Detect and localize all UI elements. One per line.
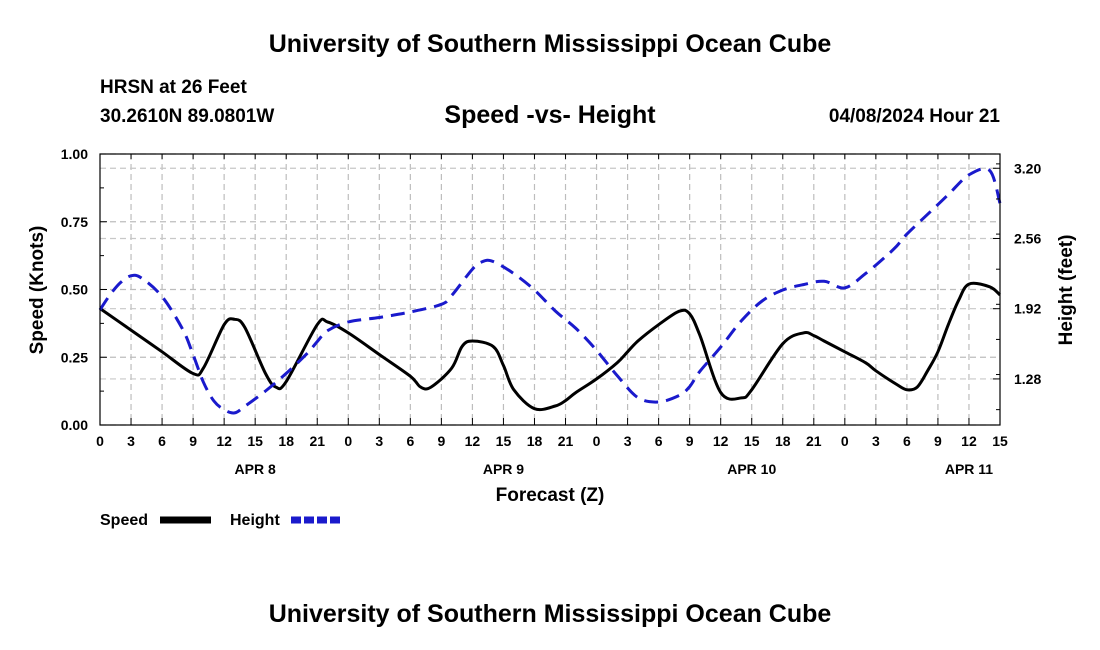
day-label: APR 8 [235,461,276,477]
grid [100,153,1000,426]
y-tick-label: 1.00 [61,146,88,162]
datetime-label: 04/08/2024 Hour 21 [828,106,1000,127]
y-tick-label: 0.00 [61,417,88,433]
x-tick-label: 3 [872,433,880,449]
y-tick-label: 0.75 [61,214,88,230]
x-tick-label: 0 [344,433,352,449]
x-tick-label: 9 [189,433,197,449]
x-tick-label: 18 [775,433,791,449]
y2-tick-label: 1.92 [1014,301,1041,317]
legend: Speed Height [100,512,342,529]
x-tick-label: 3 [127,433,135,449]
legend-label-height: Height [230,512,280,529]
day-label: APR 10 [727,461,776,477]
x-tick-label: 21 [558,433,574,449]
x-tick-label: 9 [437,433,445,449]
x-tick-label: 15 [496,433,512,449]
x-tick-label: 15 [992,433,1008,449]
y2-axis-label: Height (feet) [1056,235,1077,346]
x-tick-label: 0 [96,433,104,449]
y2-tick-label: 3.20 [1014,160,1041,176]
height-series-line [98,167,1002,415]
x-tick-label: 15 [247,433,263,449]
station-label: HRSN at 26 Feet [100,77,247,98]
y2-tick-label: 2.56 [1014,230,1041,246]
y-axis-label: Speed (Knots) [27,226,48,355]
x-tick-label: 12 [216,433,232,449]
x-tick-label: 15 [744,433,760,449]
x-tick-label: 21 [806,433,822,449]
x-tick-label: 12 [961,433,977,449]
axes: 0 3 6 9 12 15 18 21 0 3 6 9 12 15 18 21 0 3 6 9 12 15 18 21 0 3 6 9… [61,146,1042,477]
x-tick-label: 12 [713,433,729,449]
day-label: APR 11 [945,461,993,477]
x-tick-label: 6 [406,433,414,449]
x-tick-label: 3 [375,433,383,449]
x-tick-label: 9 [686,433,694,449]
x-tick-label: 0 [593,433,601,449]
y2-tick-label: 1.28 [1014,371,1041,387]
series-layer [98,167,1002,415]
chart-title: Speed -vs- Height [444,101,656,129]
x-tick-label: 18 [527,433,543,449]
x-axis-label: Forecast (Z) [496,485,605,506]
x-tick-label: 6 [655,433,663,449]
x-tick-label: 18 [278,433,294,449]
x-tick-label: 9 [934,433,942,449]
x-tick-label: 6 [158,433,166,449]
x-tick-label: 0 [841,433,849,449]
day-label: APR 9 [483,461,524,477]
x-tick-label: 6 [903,433,911,449]
footer-title: University of Southern Mississippi Ocean… [268,600,832,628]
y-tick-label: 0.25 [61,349,88,365]
x-tick-label: 12 [465,433,481,449]
y-tick-label: 0.50 [61,282,88,298]
page-title: University of Southern Mississippi Ocean… [268,30,832,58]
coordinates-label: 30.2610N 89.0801W [100,106,275,127]
x-tick-label: 3 [624,433,632,449]
legend-label-speed: Speed [100,512,148,529]
speed-series-line [99,281,1001,412]
x-tick-label: 21 [309,433,325,449]
